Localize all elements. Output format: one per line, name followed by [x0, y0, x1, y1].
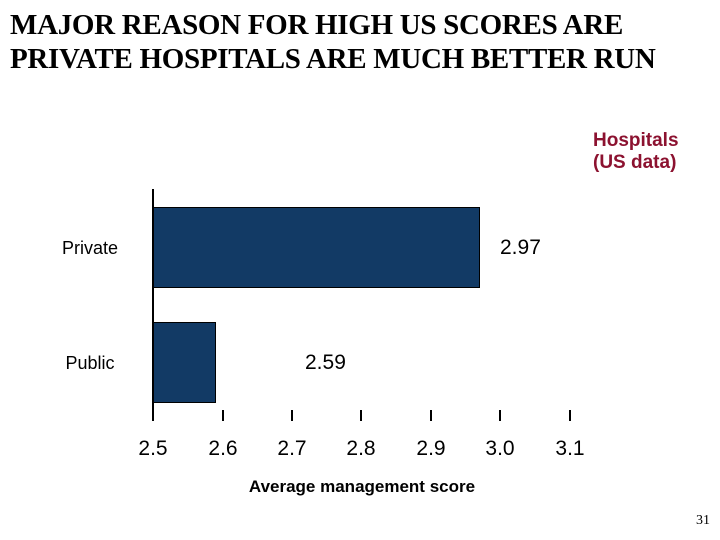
chart-context-line-1: Hospitals — [593, 130, 679, 151]
chart-context-label: Hospitals (US data) — [593, 130, 718, 174]
x-axis-tick-label: 2.5 — [138, 437, 168, 460]
x-axis-tick — [291, 410, 293, 421]
bar-private — [153, 207, 480, 288]
x-axis-tick — [152, 410, 154, 421]
x-axis-tick — [499, 410, 501, 421]
value-label-public: 2.59 — [305, 351, 346, 374]
x-axis-tick — [430, 410, 432, 421]
chart-context-line-2: (US data) — [593, 152, 677, 173]
x-axis-tick — [360, 410, 362, 421]
x-axis-tick-label: 2.7 — [277, 437, 307, 460]
bar-public — [153, 322, 216, 403]
x-axis-tick-label: 3.0 — [485, 437, 515, 460]
y-axis-line — [152, 189, 154, 421]
x-axis-tick — [569, 410, 571, 421]
value-label-private: 2.97 — [500, 236, 541, 259]
x-axis-tick-label: 2.6 — [208, 437, 238, 460]
x-axis-tick — [222, 410, 224, 421]
slide-title-line-2: PRIVATE HOSPITALS ARE MUCH BETTER RUN — [10, 43, 656, 75]
category-label-private: Private — [61, 238, 119, 258]
page-number: 31 — [696, 513, 710, 528]
x-axis-tick-label: 2.9 — [416, 437, 446, 460]
slide-title: MAJOR REASON FOR HIGH US SCORES ARE PRIV… — [10, 8, 710, 76]
category-label-public: Public — [65, 353, 115, 373]
x-axis-tick-label: 2.8 — [346, 437, 376, 460]
slide-title-line-1: MAJOR REASON FOR HIGH US SCORES ARE — [10, 9, 624, 41]
x-axis-tick-label: 3.1 — [555, 437, 585, 460]
x-axis-title: Average management score — [248, 477, 476, 496]
